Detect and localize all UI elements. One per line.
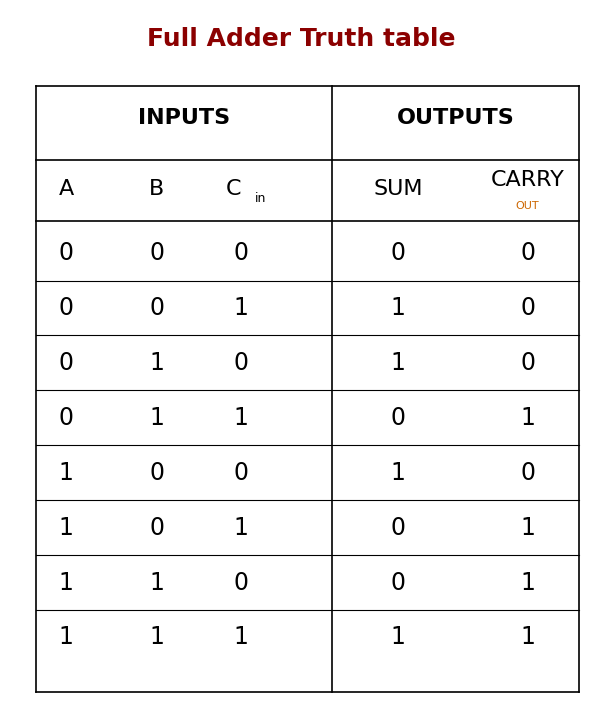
Text: 0: 0	[234, 241, 248, 265]
Text: 0: 0	[150, 296, 164, 320]
Text: 0: 0	[391, 515, 405, 540]
Text: 1: 1	[150, 406, 164, 430]
Text: 1: 1	[520, 515, 535, 540]
Text: in: in	[255, 193, 266, 205]
Text: 0: 0	[234, 570, 248, 595]
Text: 0: 0	[520, 351, 535, 375]
Text: 1: 1	[150, 351, 164, 375]
Text: 1: 1	[391, 351, 405, 375]
Text: 1: 1	[234, 406, 248, 430]
Text: 0: 0	[520, 461, 535, 485]
Text: 0: 0	[59, 406, 74, 430]
Text: 1: 1	[59, 625, 74, 650]
Text: 0: 0	[59, 351, 74, 375]
Text: CARRY: CARRY	[491, 170, 564, 190]
Text: 1: 1	[234, 296, 248, 320]
Text: 1: 1	[520, 625, 535, 650]
Text: C: C	[226, 179, 241, 199]
Text: 0: 0	[234, 351, 248, 375]
Text: 1: 1	[234, 625, 248, 650]
Text: 0: 0	[150, 461, 164, 485]
Text: 0: 0	[59, 241, 74, 265]
Text: 0: 0	[150, 241, 164, 265]
Text: A: A	[58, 179, 74, 199]
Text: 1: 1	[520, 570, 535, 595]
Text: 1: 1	[520, 406, 535, 430]
Text: OUTPUTS: OUTPUTS	[397, 108, 514, 128]
Text: 1: 1	[150, 570, 164, 595]
Text: 0: 0	[391, 241, 405, 265]
Text: 0: 0	[391, 406, 405, 430]
Text: 1: 1	[59, 570, 74, 595]
Text: 1: 1	[391, 296, 405, 320]
Text: B: B	[149, 179, 165, 199]
Text: 0: 0	[520, 241, 535, 265]
Text: 0: 0	[150, 515, 164, 540]
Text: OUT: OUT	[516, 201, 540, 211]
Text: Full Adder Truth table: Full Adder Truth table	[147, 27, 456, 51]
Text: 1: 1	[234, 515, 248, 540]
Text: 1: 1	[59, 461, 74, 485]
Text: 0: 0	[234, 461, 248, 485]
Text: 1: 1	[391, 625, 405, 650]
Text: INPUTS: INPUTS	[138, 108, 230, 128]
Text: SUM: SUM	[373, 179, 423, 199]
Text: 1: 1	[59, 515, 74, 540]
Text: 1: 1	[391, 461, 405, 485]
Text: 1: 1	[150, 625, 164, 650]
Text: 0: 0	[520, 296, 535, 320]
Text: 0: 0	[59, 296, 74, 320]
Text: 0: 0	[391, 570, 405, 595]
